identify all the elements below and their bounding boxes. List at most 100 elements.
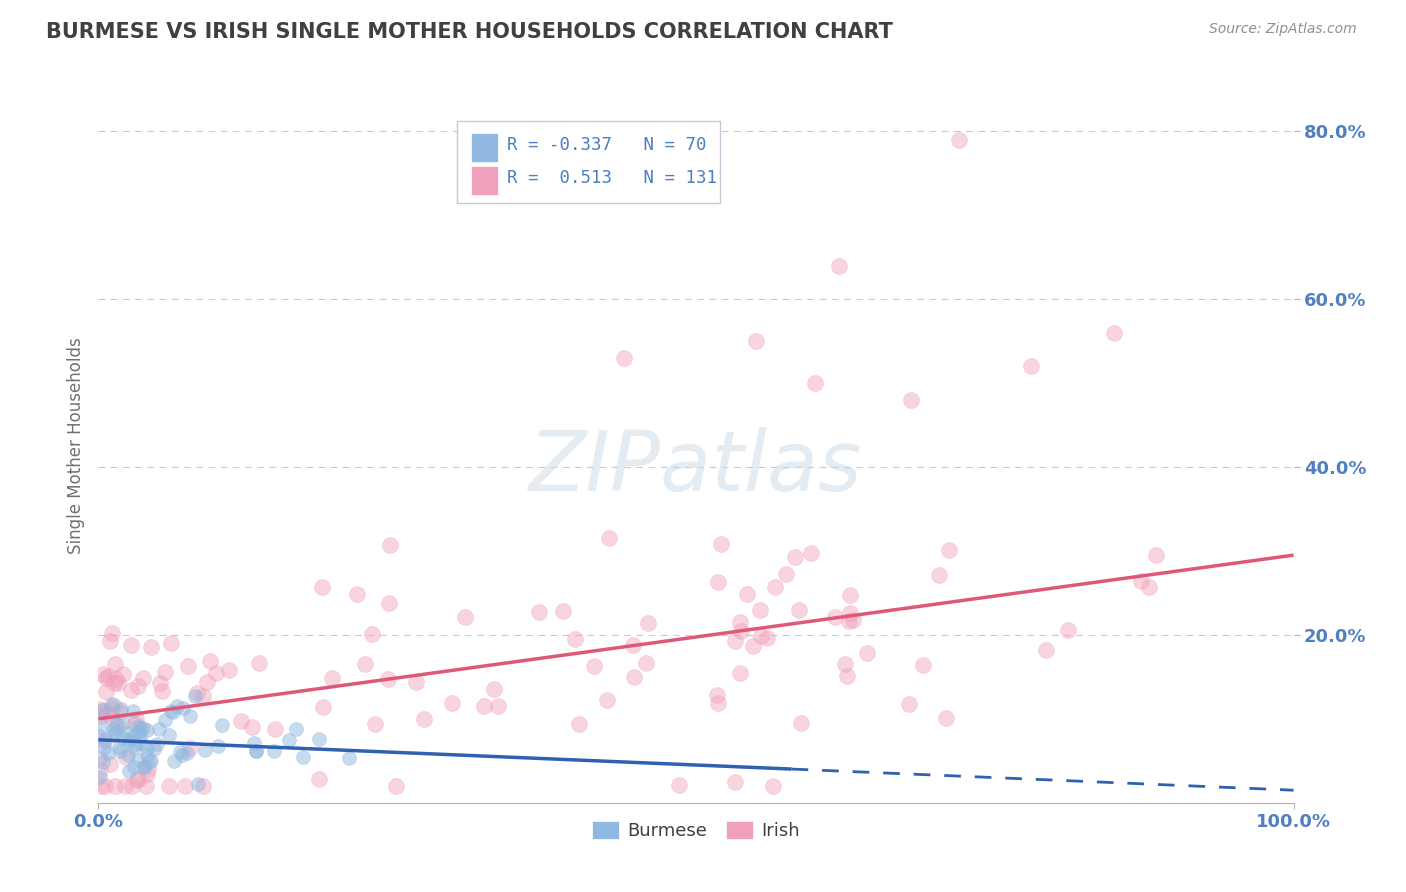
Point: [245, 744, 267, 758]
Point: [583, 658, 606, 673]
Point: [898, 698, 921, 712]
Point: [136, 767, 159, 781]
Text: ZIPatlas: ZIPatlas: [529, 427, 863, 508]
Point: [127, 772, 149, 786]
Text: Source: ZipAtlas.com: Source: ZipAtlas.com: [1209, 22, 1357, 37]
Point: [127, 753, 149, 767]
Point: [108, 744, 131, 758]
Point: [856, 646, 879, 660]
Point: [194, 743, 217, 757]
Point: [824, 610, 846, 624]
Point: [828, 259, 851, 273]
Point: [89, 763, 111, 777]
Point: [153, 714, 176, 728]
Point: [104, 724, 127, 739]
Point: [378, 596, 401, 610]
Point: [96, 706, 118, 721]
Legend: Burmese, Irish: Burmese, Irish: [585, 814, 807, 847]
Point: [132, 721, 155, 735]
Point: [125, 713, 148, 727]
Point: [120, 638, 142, 652]
Point: [728, 666, 751, 681]
Point: [724, 634, 747, 648]
Point: [1035, 643, 1057, 657]
Point: [245, 743, 267, 757]
Point: [706, 575, 728, 590]
Point: [928, 568, 950, 582]
Point: [100, 698, 122, 712]
Point: [112, 666, 135, 681]
Point: [707, 696, 730, 710]
Point: [1130, 574, 1153, 589]
Point: [103, 676, 125, 690]
Point: [935, 711, 957, 725]
Point: [710, 537, 733, 551]
Point: [105, 717, 128, 731]
Point: [125, 737, 148, 751]
Point: [749, 629, 772, 643]
Point: [91, 667, 114, 681]
Point: [94, 671, 117, 685]
Point: [139, 640, 162, 655]
Point: [472, 698, 495, 713]
Point: [98, 634, 121, 648]
Point: [157, 728, 180, 742]
Point: [179, 741, 201, 756]
Point: [93, 740, 115, 755]
Point: [243, 736, 266, 750]
Point: [124, 728, 146, 742]
Point: [122, 704, 145, 718]
Point: [1056, 623, 1078, 637]
Point: [89, 750, 111, 764]
Y-axis label: Single Mother Households: Single Mother Households: [66, 338, 84, 554]
Point: [706, 689, 728, 703]
Point: [229, 714, 252, 729]
Point: [837, 668, 859, 682]
Point: [529, 605, 551, 619]
Point: [97, 668, 120, 682]
Point: [668, 778, 690, 792]
Point: [136, 723, 159, 737]
Point: [87, 729, 110, 743]
Point: [187, 777, 209, 791]
Point: [103, 722, 125, 736]
Point: [107, 676, 129, 690]
Point: [308, 772, 330, 786]
Point: [321, 671, 343, 685]
Point: [783, 550, 806, 565]
Text: R =  0.513   N = 131: R = 0.513 N = 131: [508, 169, 717, 186]
Point: [124, 716, 146, 731]
Point: [177, 658, 200, 673]
Point: [308, 731, 330, 746]
Point: [118, 731, 141, 746]
Point: [838, 615, 860, 629]
Text: BURMESE VS IRISH SINGLE MOTHER HOUSEHOLDS CORRELATION CHART: BURMESE VS IRISH SINGLE MOTHER HOUSEHOLD…: [46, 22, 893, 42]
Point: [110, 702, 132, 716]
Point: [121, 779, 143, 793]
Point: [143, 742, 166, 756]
Point: [132, 671, 155, 685]
Point: [128, 724, 150, 739]
Point: [183, 690, 205, 704]
Point: [762, 779, 785, 793]
Point: [120, 682, 142, 697]
Point: [104, 657, 127, 672]
Point: [122, 760, 145, 774]
Point: [486, 699, 509, 714]
Point: [1104, 326, 1126, 340]
Point: [118, 764, 141, 779]
Point: [191, 779, 214, 793]
Point: [337, 751, 360, 765]
Point: [146, 737, 169, 751]
Point: [247, 656, 270, 670]
Point: [104, 672, 127, 686]
Point: [98, 707, 121, 722]
Point: [264, 723, 287, 737]
Point: [127, 679, 149, 693]
Point: [115, 749, 138, 764]
Point: [108, 739, 131, 754]
Point: [623, 670, 645, 684]
Point: [787, 603, 810, 617]
Point: [91, 703, 114, 717]
FancyBboxPatch shape: [457, 121, 720, 203]
